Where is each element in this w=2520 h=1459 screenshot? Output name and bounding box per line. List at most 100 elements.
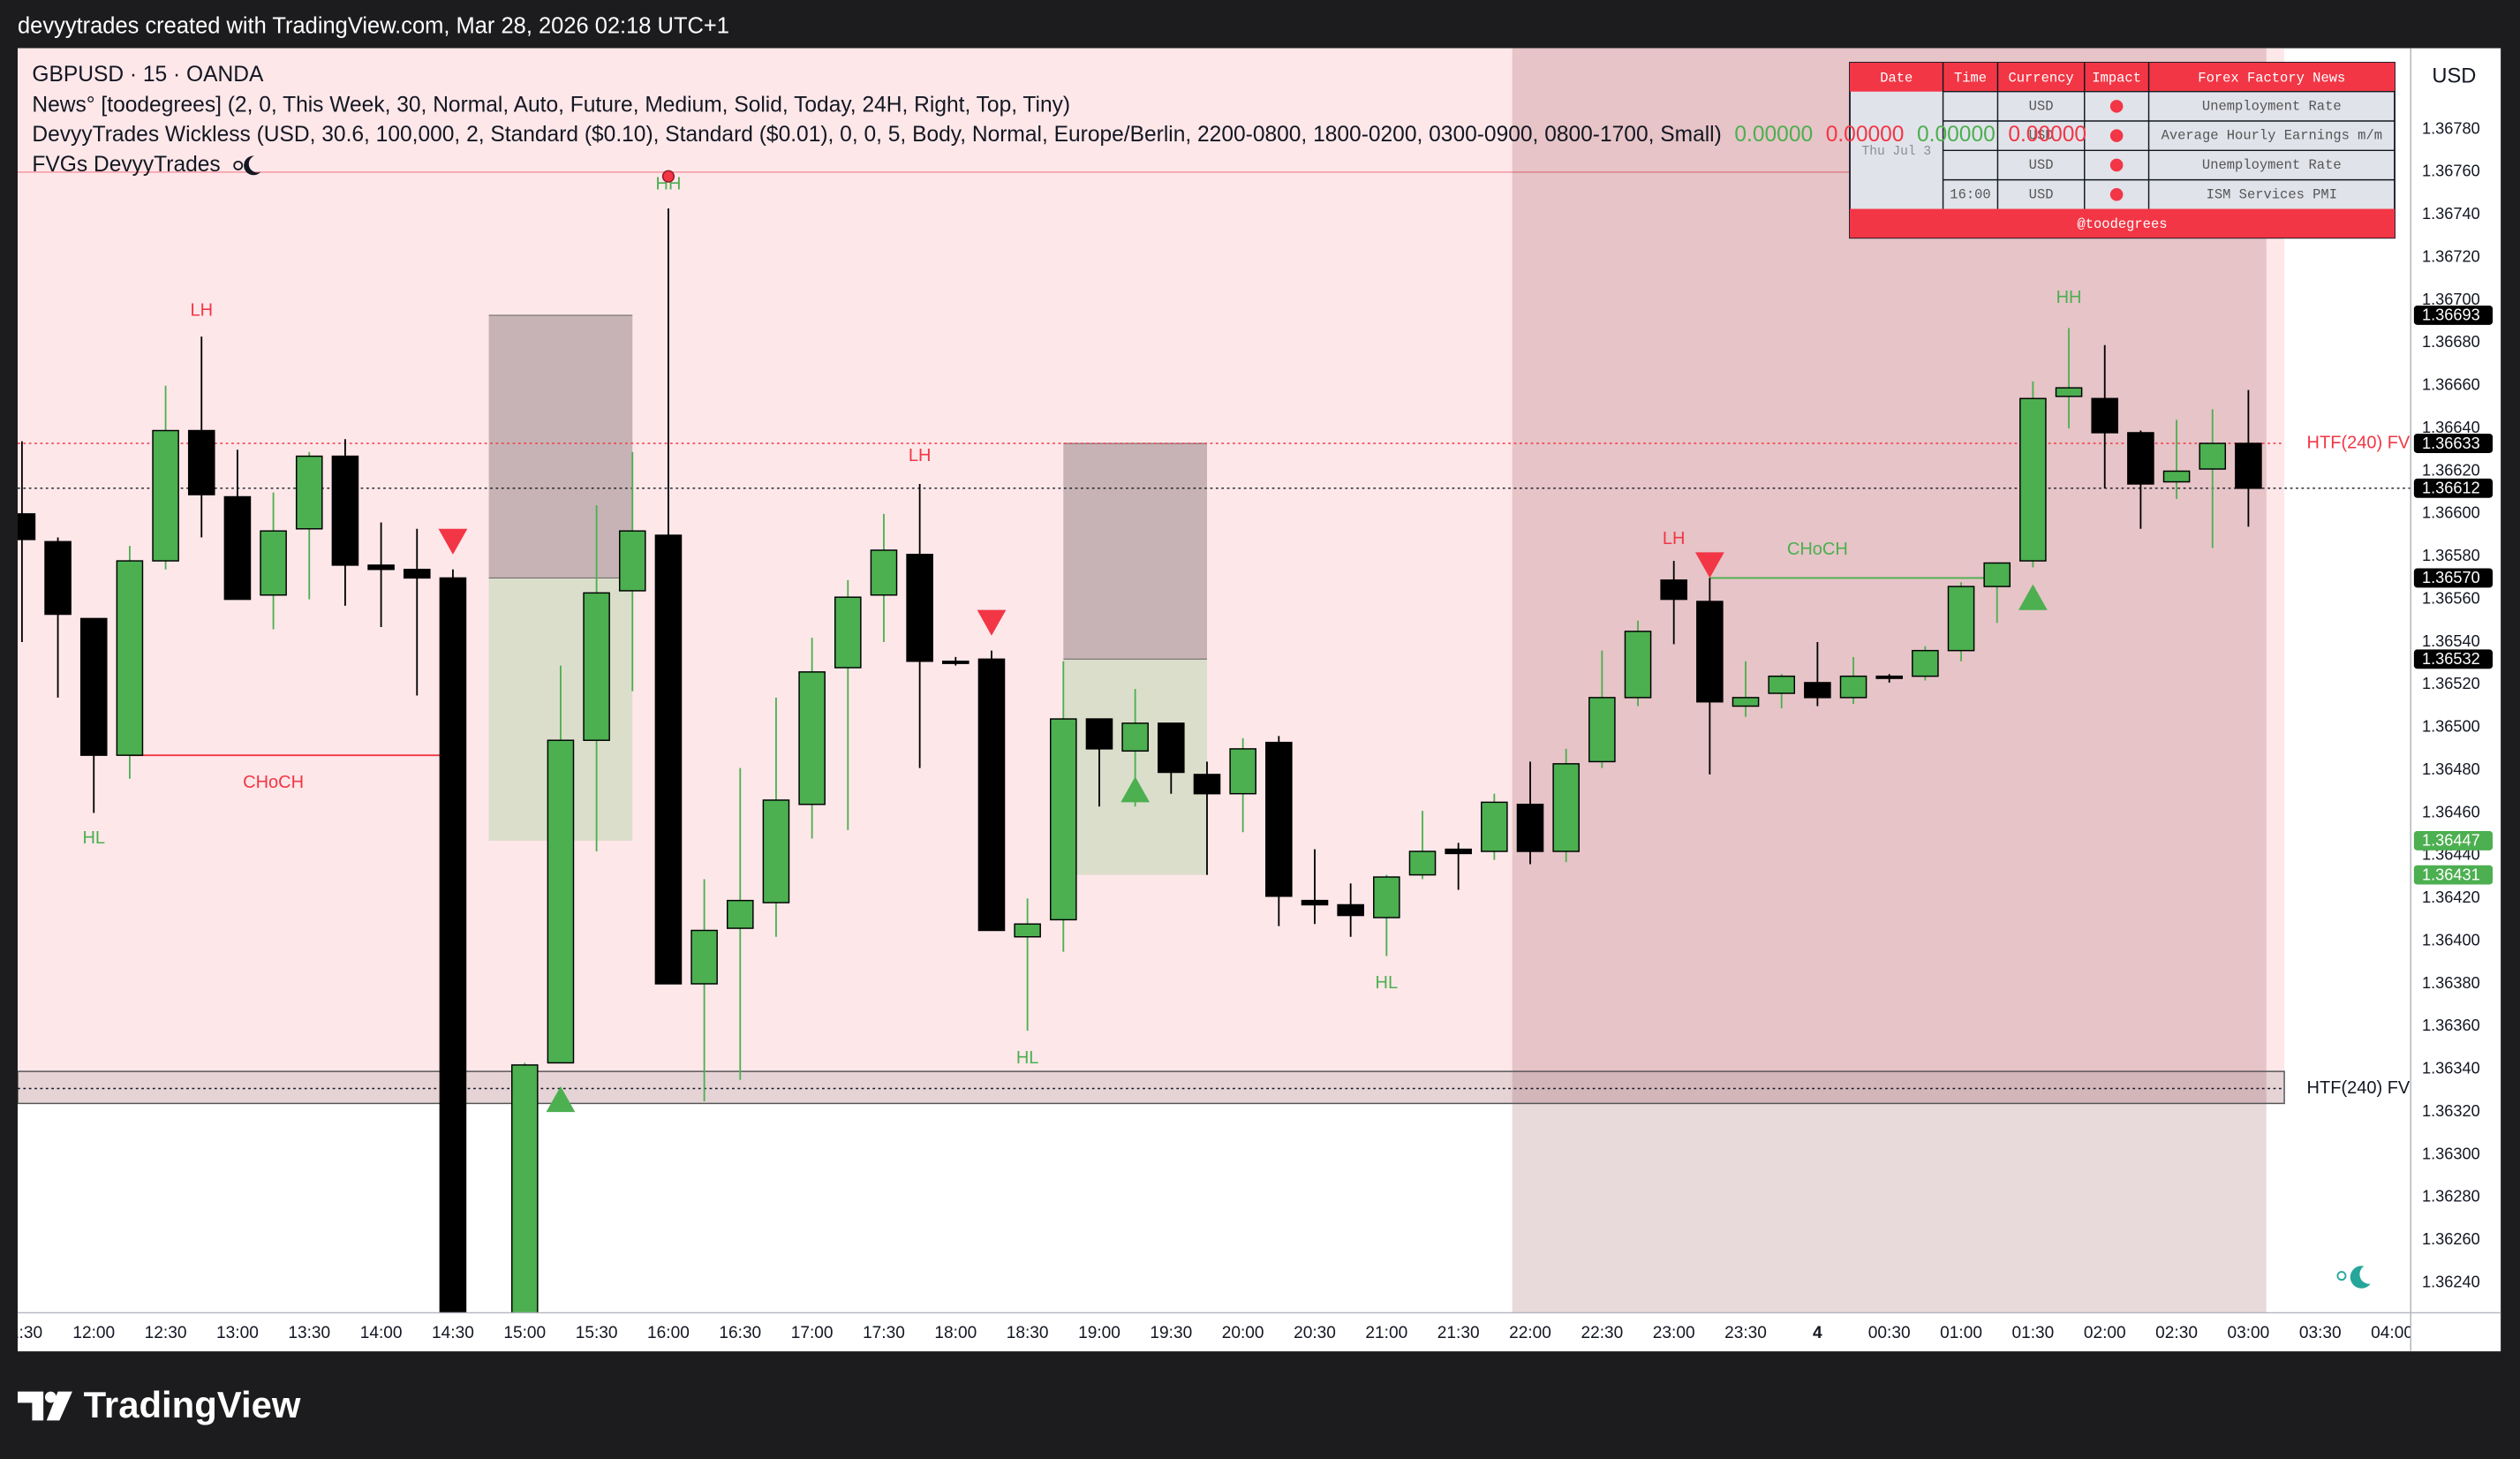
sell-signal [438, 528, 468, 555]
currency-button[interactable]: USD [2432, 65, 2476, 88]
x-tick-label: 21:30 [1437, 1324, 1480, 1342]
candle-body [2162, 470, 2191, 483]
candle-body [583, 592, 610, 741]
signal-dot [661, 170, 675, 183]
candle-body [654, 534, 683, 985]
y-tick-label: 1.36580 [2422, 547, 2480, 564]
y-tick-label: 1.36560 [2422, 589, 2480, 607]
candle-body [1158, 722, 1185, 774]
htf-level-label: HTF(240) FV [2307, 1078, 2411, 1098]
y-tick-label: 1.36520 [2422, 675, 2480, 692]
table-currency: USD [2029, 98, 2054, 114]
table-currency: USD [2029, 157, 2054, 173]
y-tick-label: 1.36640 [2422, 419, 2480, 436]
chart-title: GBPUSD · 15 · OANDA [32, 63, 264, 87]
candle-body [223, 495, 252, 601]
y-tick-label: 1.36320 [2422, 1102, 2480, 1120]
y-tick-label: 1.36480 [2422, 760, 2480, 778]
fvg-icon-moon [244, 155, 261, 176]
x-tick-label: 16:00 [647, 1324, 690, 1342]
candle-body [870, 549, 898, 596]
table-header: Time [1954, 70, 1987, 86]
x-tick-label: 12:30 [145, 1324, 187, 1342]
x-tick-label: 18:00 [934, 1324, 977, 1342]
x-tick-label: 01:00 [1940, 1324, 1982, 1342]
table-event: ISM Services PMI [2207, 186, 2337, 202]
y-tick-label: 1.36280 [2422, 1188, 2480, 1206]
x-tick-label: 02:00 [2084, 1324, 2126, 1342]
candle-body [762, 799, 790, 903]
price-label-box [2413, 434, 2494, 453]
table-header-bg [1849, 62, 2396, 92]
candle-body [1085, 718, 1113, 750]
price-label-box [2413, 478, 2494, 498]
price-label: 1.36532 [2422, 650, 2480, 668]
x-tick-label: 19:30 [1150, 1324, 1192, 1342]
structure-label: HH [2056, 288, 2082, 307]
price-label: 1.36633 [2422, 435, 2480, 452]
x-tick-label: 20:00 [1222, 1324, 1264, 1342]
x-tick-label: 01:30 [2011, 1324, 2054, 1342]
candle-body [1839, 675, 1867, 699]
impact-dot [2109, 100, 2124, 113]
candle-body [1552, 763, 1580, 852]
candle-body [79, 617, 108, 756]
candle-body [1732, 697, 1760, 707]
candle-body [834, 596, 862, 669]
structure-label: HL [1016, 1048, 1039, 1068]
candle-body [152, 429, 179, 562]
x-tick-label: 4 [1813, 1324, 1822, 1342]
candle-body [1229, 748, 1256, 795]
candle-body [44, 541, 72, 616]
indicator-label: FVGs DevyyTrades [32, 153, 220, 177]
buy-signal [1120, 776, 1151, 803]
theme-icon [2336, 1266, 2371, 1289]
candle-body [2235, 442, 2262, 489]
x-tick-label: 20:30 [1294, 1324, 1336, 1342]
candle-body [260, 530, 287, 596]
candle-body [2091, 397, 2119, 434]
y-tick-label: 1.36720 [2422, 247, 2480, 265]
candle-body [1337, 903, 1364, 917]
candle-body [331, 455, 359, 566]
x-tick-label: 22:30 [1581, 1324, 1623, 1342]
table-event: Unemployment Rate [2202, 157, 2342, 173]
price-label-box [2413, 649, 2494, 669]
y-tick-label: 1.36340 [2422, 1060, 2480, 1077]
table-footer-bg [1849, 208, 2396, 238]
x-tick-label: 17:30 [863, 1324, 905, 1342]
candle-body [367, 564, 395, 571]
y-tick-label: 1.36420 [2422, 888, 2480, 906]
fvg-zone [1063, 443, 1207, 660]
y-axis: 1.36240 1.36260 1.36280 1.36300 1.36320 1.363… [2413, 119, 2494, 1290]
indicator-value: 0.00000 [1734, 123, 1813, 147]
y-tick-label: 1.36700 [2422, 291, 2480, 308]
candle-body [1193, 774, 1221, 795]
candle-body [798, 671, 826, 805]
buy-signal [546, 1086, 576, 1113]
htf-level-label: HTF(240) FV [2307, 433, 2411, 452]
x-tick-label: 22:00 [1509, 1324, 1551, 1342]
y-tick-label: 1.36240 [2422, 1273, 2480, 1290]
candle-body [1947, 586, 1975, 652]
plot: HTF(240) FV HTF(240) FV LH HL CHoCH HH LH HL HL L… [18, 48, 2411, 1313]
candle-body [2127, 432, 2154, 485]
indicator-label: DevyyTrades Wickless (USD, 30.6, 100,000… [32, 123, 1721, 147]
y-tick-label: 1.36500 [2422, 718, 2480, 736]
y-tick-label: 1.36660 [2422, 376, 2480, 394]
x-tick-label: 11:30 [2, 1324, 42, 1342]
candle-body [1875, 675, 1903, 679]
candle-body [1660, 579, 1687, 601]
y-tick-label: 1.36460 [2422, 803, 2480, 820]
x-tick-label: 14:00 [360, 1324, 403, 1342]
candle-body [2055, 387, 2083, 397]
x-tick-label: 19:00 [1078, 1324, 1120, 1342]
x-tick-label: 13:30 [288, 1324, 330, 1342]
x-tick-label: 12:00 [72, 1324, 115, 1342]
logo-shape [44, 1391, 57, 1403]
x-tick-label: 13:00 [216, 1324, 259, 1342]
buy-signal [2018, 584, 2048, 610]
table-currency: USD [2029, 186, 2054, 202]
